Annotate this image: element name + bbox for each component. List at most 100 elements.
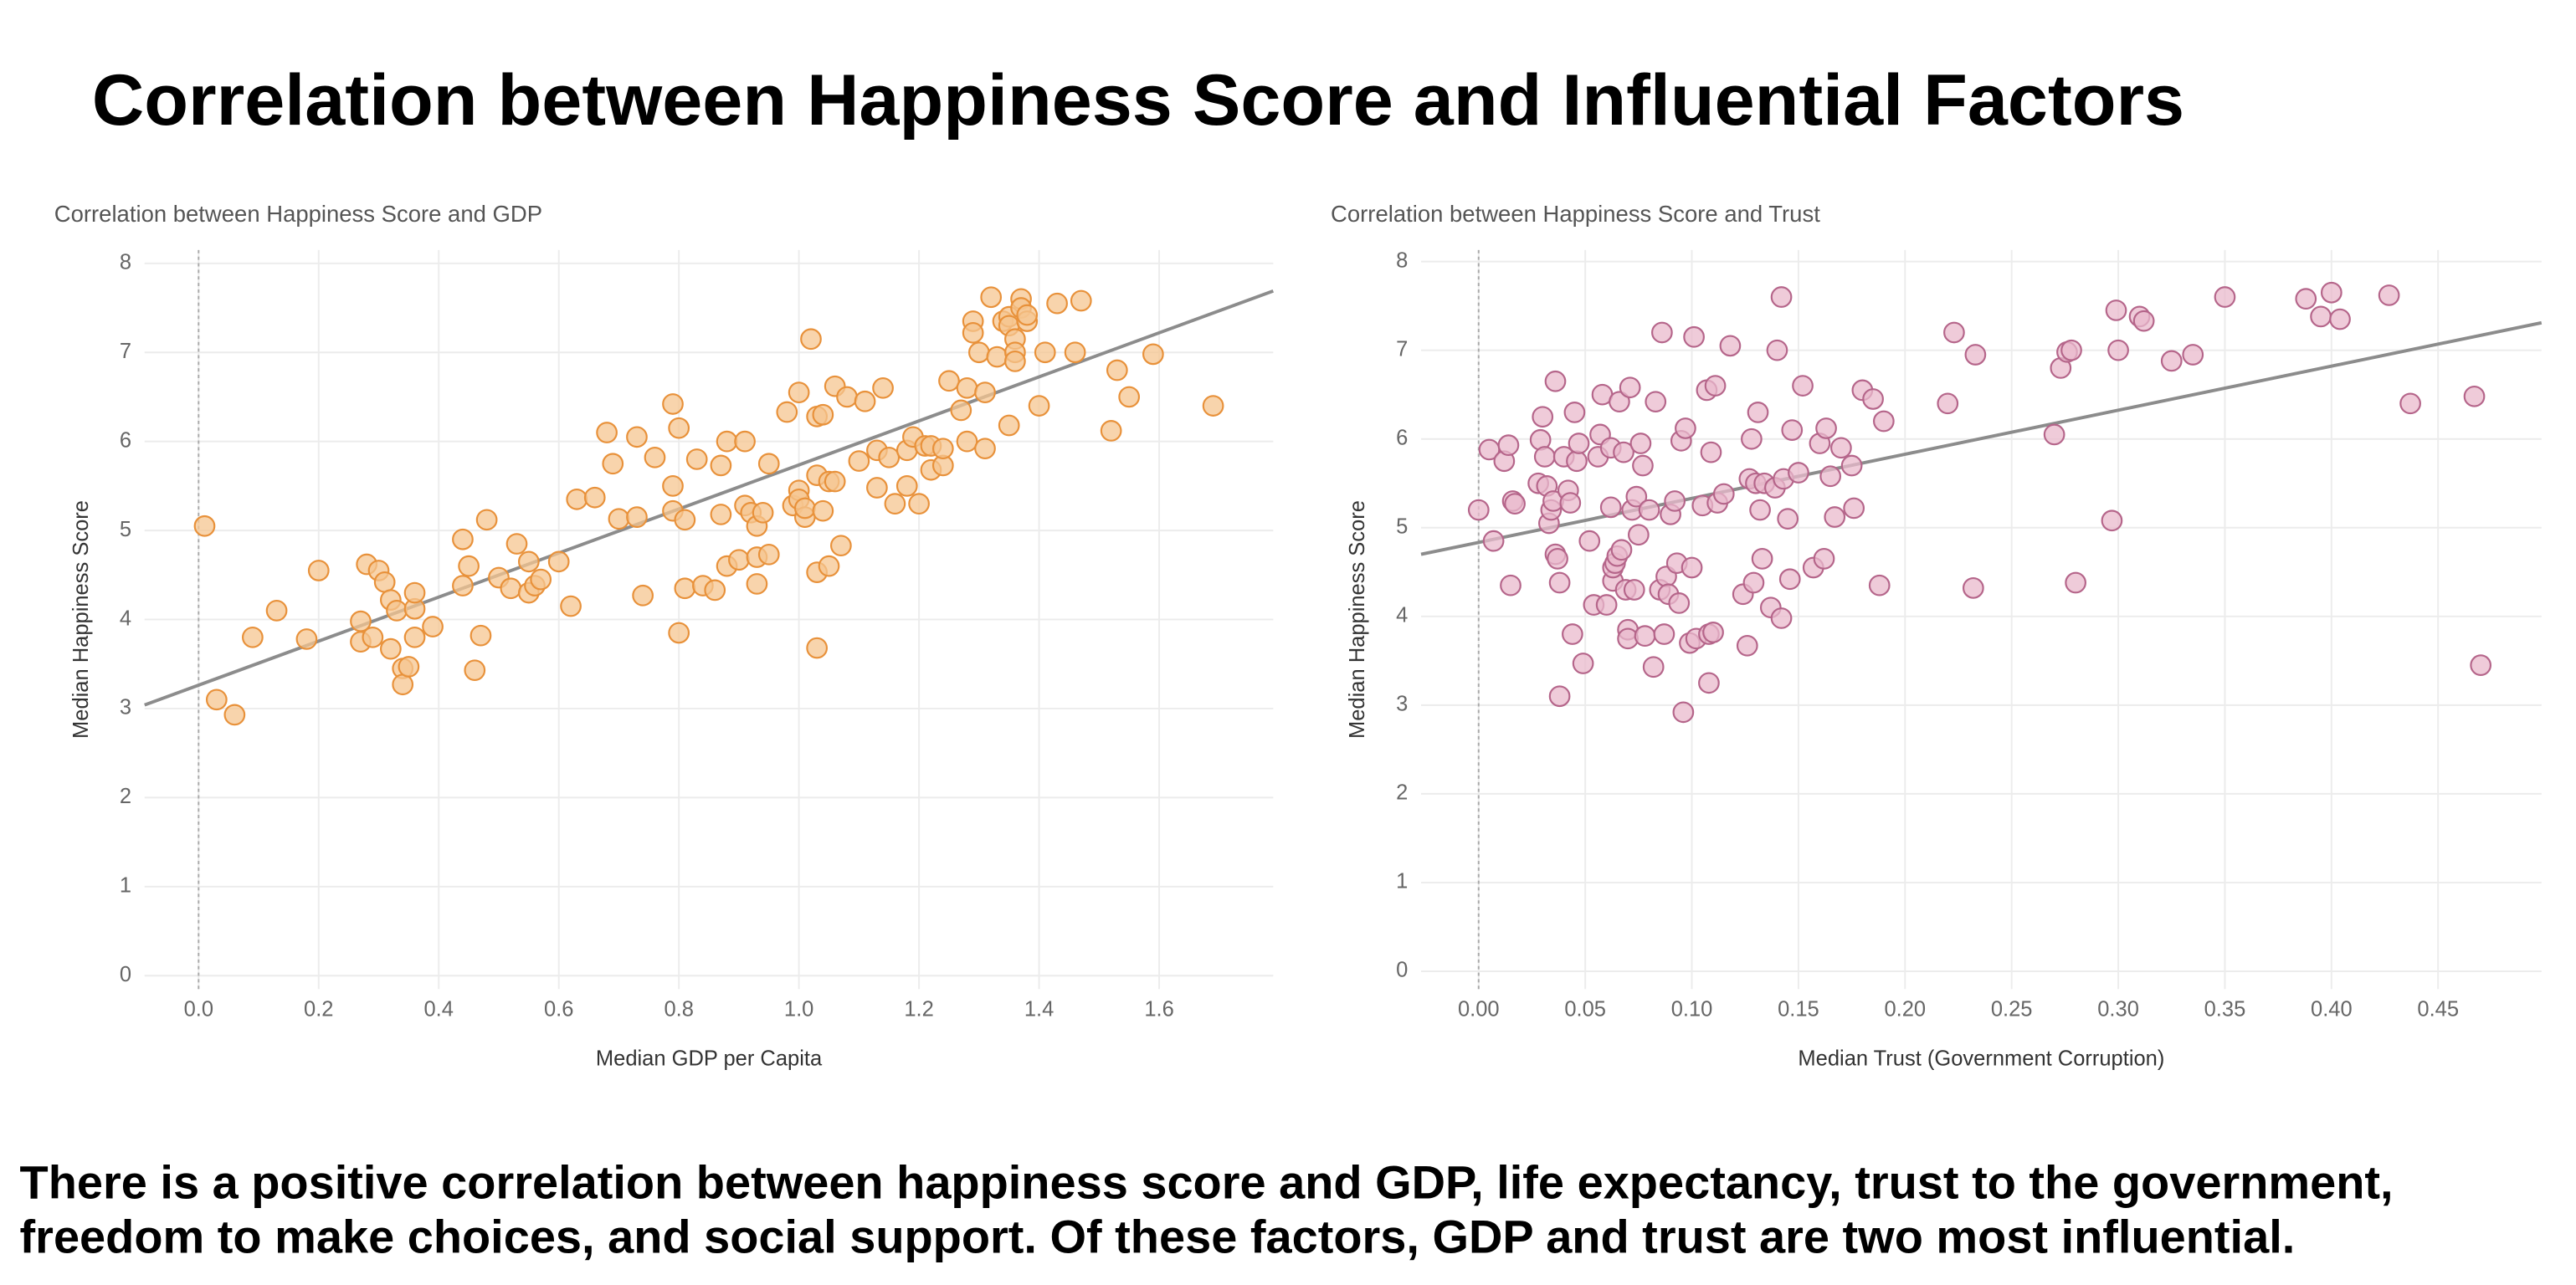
x-tick-label: 0.10	[1671, 997, 1713, 1021]
scatter-point	[470, 624, 492, 647]
scatter-point	[386, 600, 408, 622]
scatter-point	[974, 381, 996, 403]
scatter-point	[1749, 499, 1771, 521]
chart-title: Correlation between Happiness Score and …	[54, 201, 542, 227]
scatter-point	[1770, 286, 1793, 308]
scatter-point	[829, 535, 852, 557]
scatter-point	[1702, 622, 1724, 643]
scatter-point	[1572, 653, 1594, 674]
x-tick-label: 0.2	[304, 997, 333, 1021]
scatter-point	[1736, 634, 1758, 657]
scatter-point	[1698, 672, 1720, 694]
y-tick-label: 5	[120, 518, 131, 541]
scatter-point	[866, 477, 888, 499]
scatter-point	[632, 584, 654, 607]
scatter-point	[1064, 341, 1086, 364]
scatter-point	[1046, 292, 1068, 315]
scatter-point	[1578, 530, 1601, 552]
scatter-point	[644, 446, 666, 468]
scatter-point	[1651, 321, 1673, 344]
scatter-point	[931, 438, 954, 460]
scatter-point	[788, 381, 810, 403]
scatter-point	[710, 504, 732, 525]
scatter-point	[2378, 284, 2400, 306]
scatter-point	[295, 628, 318, 650]
scatter-point	[878, 446, 901, 468]
scatter-point	[1599, 496, 1622, 519]
scatter-point	[1504, 493, 1526, 515]
scatter-point	[362, 626, 384, 648]
scatter-point	[1815, 417, 1837, 439]
scatter-point	[950, 399, 972, 422]
scatter-point	[967, 341, 990, 364]
scatter-point	[1645, 391, 1667, 413]
scatter-point	[560, 595, 582, 617]
x-tick-label: 1.6	[1144, 997, 1173, 1021]
scatter-point	[818, 555, 840, 577]
scatter-point	[974, 438, 996, 460]
y-tick-label: 0	[120, 963, 131, 986]
scatter-point	[2101, 509, 2123, 532]
scatter-point	[1548, 571, 1571, 594]
x-tick-label: 0.4	[424, 997, 454, 1021]
scatter-point	[2065, 571, 2086, 594]
scatter-point	[1681, 556, 1703, 579]
x-axis-label: Median Trust (Government Corruption)	[1798, 1047, 2164, 1070]
scatter-point	[668, 622, 690, 644]
plot-area	[1421, 249, 2542, 990]
scatter-point	[1747, 402, 1769, 423]
scatter-point	[1872, 410, 1895, 433]
scatter-point	[685, 448, 708, 470]
scatter-point	[1862, 388, 1884, 410]
scatter-point	[1568, 433, 1590, 454]
scatter-point	[704, 579, 726, 602]
scatter-point	[812, 403, 834, 426]
scatter-point	[2470, 654, 2492, 676]
scatter-point	[2295, 288, 2317, 310]
x-tick-label: 0.0	[184, 997, 213, 1021]
scatter-point	[2182, 344, 2204, 366]
chart-panel: Correlation between Happiness Score and …	[54, 201, 1275, 1070]
scatter-point	[1532, 406, 1554, 428]
scatter-point	[716, 430, 738, 453]
scatter-point	[1016, 304, 1039, 326]
scatter-point	[956, 430, 978, 453]
scatter-point	[350, 610, 372, 632]
scatter-point	[2310, 305, 2332, 328]
scatter-point	[1943, 321, 1965, 344]
scatter-point	[475, 509, 498, 531]
scatter-point	[1628, 524, 1650, 546]
y-tick-label: 3	[1396, 693, 1408, 716]
scatter-point	[1642, 656, 1665, 678]
scatter-point	[908, 493, 930, 515]
scatter-point	[1843, 497, 1865, 520]
scatter-point	[793, 497, 816, 520]
scatter-point	[596, 422, 618, 443]
x-tick-label: 0.40	[2311, 997, 2353, 1021]
scatter-point	[836, 386, 858, 408]
scatter-point	[812, 499, 834, 522]
scatter-point	[895, 475, 918, 497]
y-tick-label: 1	[120, 874, 131, 898]
scatter-point	[1638, 499, 1660, 521]
scatter-point	[626, 426, 648, 448]
y-tick-label: 1	[1396, 870, 1408, 893]
scatter-point	[505, 533, 528, 555]
scatter-point	[2399, 392, 2421, 415]
scatter-point	[566, 488, 588, 510]
scatter-point	[668, 417, 690, 439]
scatter-point	[1664, 490, 1686, 512]
scatter-point	[500, 577, 522, 600]
y-tick-label: 8	[1396, 248, 1408, 272]
scatter-point	[1562, 623, 1583, 645]
scatter-point	[379, 637, 402, 660]
scatter-point	[1668, 592, 1691, 614]
y-tick-label: 4	[120, 607, 131, 630]
scatter-point	[1781, 419, 1804, 441]
y-tick-label: 5	[1396, 515, 1408, 538]
scatter-point	[757, 543, 780, 566]
scatter-point	[547, 550, 570, 573]
y-tick-label: 8	[120, 251, 131, 274]
scatter-point	[1609, 391, 1630, 413]
